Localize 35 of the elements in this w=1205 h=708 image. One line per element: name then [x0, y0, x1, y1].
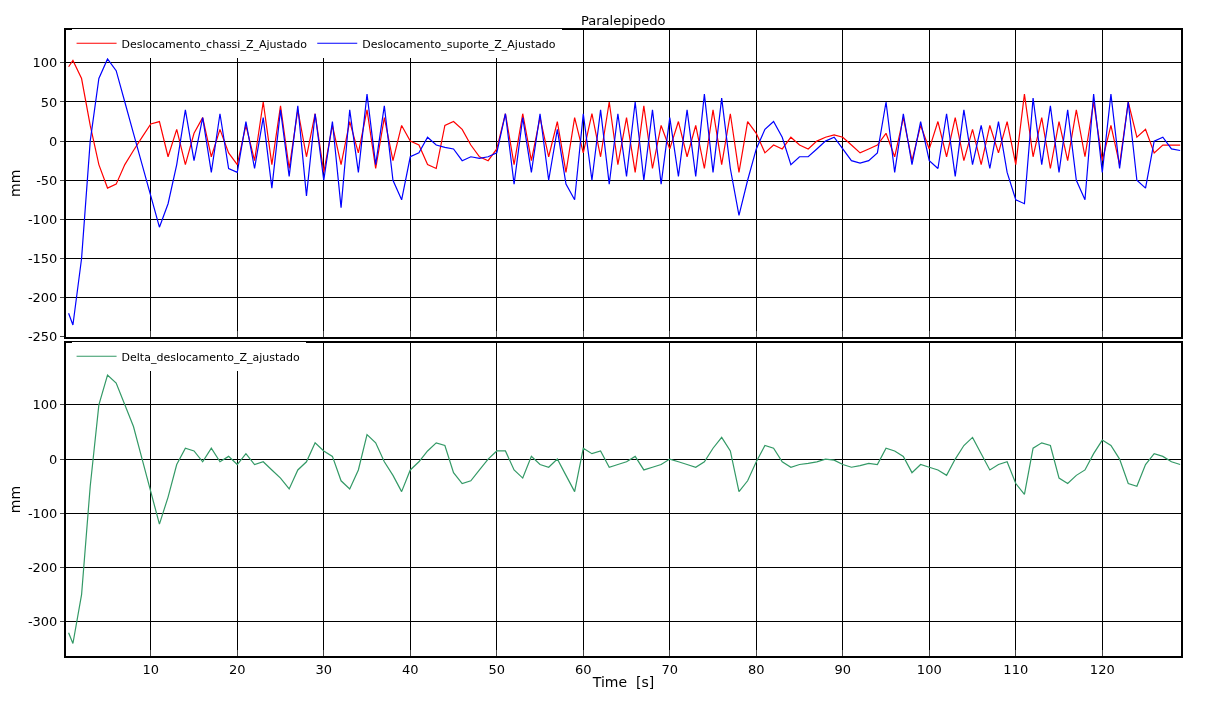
x-tick-label: 110 — [1003, 661, 1029, 677]
y-axis-title: mm — [6, 485, 23, 514]
x-tick-label: 10 — [142, 661, 160, 677]
chart-title: Paralepipedo — [581, 13, 666, 28]
legend-label: Deslocamento_chassi_Z_Ajustado — [121, 37, 308, 51]
x-axis-title: Time [s] — [591, 674, 655, 691]
line-series — [68, 374, 1181, 645]
y-tick-label: 100 — [32, 397, 58, 413]
y-tick-label: 100 — [32, 55, 58, 71]
x-tick-label: 30 — [315, 661, 333, 677]
x-tick-label: 70 — [661, 661, 679, 677]
line-series — [68, 58, 1181, 326]
x-tick-label: 100 — [916, 661, 942, 677]
x-tick-label: 90 — [834, 661, 852, 677]
y-tick-label: -150 — [27, 251, 58, 267]
y-tick-label: -250 — [27, 329, 58, 345]
x-tick-label: 80 — [748, 661, 765, 677]
legend-label: Deslocamento_suporte_Z_Ajustado — [362, 37, 556, 51]
y-tick-label: -50 — [36, 172, 58, 188]
line-series — [68, 59, 1181, 189]
x-tick-label: 120 — [1089, 661, 1115, 677]
y-tick-label: -100 — [27, 505, 58, 521]
legend-label: Delta_deslocamento_Z_ajustado — [121, 350, 301, 364]
x-tick-label: 40 — [402, 661, 419, 677]
y-tick-label: 0 — [49, 451, 58, 467]
y-tick-label: -300 — [27, 614, 58, 630]
x-tick-label: 50 — [488, 661, 506, 677]
y-tick-label: -100 — [27, 211, 58, 227]
x-tick-label: 60 — [575, 661, 592, 677]
x-tick-label: 20 — [229, 661, 246, 677]
y-tick-label: 0 — [49, 133, 58, 149]
y-tick-label: -200 — [27, 560, 58, 576]
y-tick-label: 50 — [40, 94, 58, 110]
y-axis-title: mm — [6, 169, 23, 198]
y-tick-label: -200 — [27, 290, 58, 306]
